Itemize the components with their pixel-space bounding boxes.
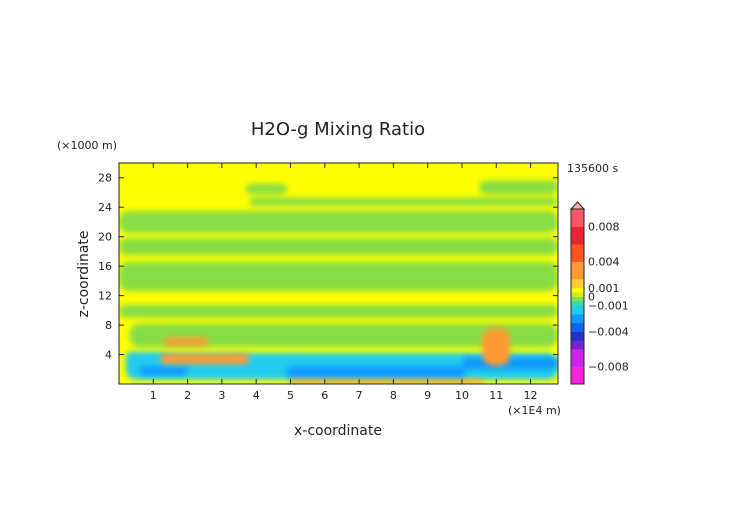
x-tick-label: 12 bbox=[524, 389, 538, 402]
green-band bbox=[119, 261, 558, 292]
colorbar-swatch bbox=[571, 362, 584, 367]
colorbar-swatch bbox=[571, 274, 584, 280]
colorbar-swatch bbox=[571, 353, 584, 359]
colorbar-swatch bbox=[571, 226, 584, 232]
colorbar-extend-arrow bbox=[569, 201, 586, 210]
plot-frame bbox=[118, 162, 559, 385]
x-tick-label: 2 bbox=[184, 389, 191, 402]
green-band bbox=[119, 304, 558, 318]
colorbar-swatch bbox=[571, 322, 584, 328]
colorbar-swatch bbox=[571, 222, 584, 227]
colorbar-swatch bbox=[571, 335, 584, 341]
colorbar-swatch bbox=[571, 314, 584, 319]
x-tick-label: 6 bbox=[321, 389, 328, 402]
colorbar-tick-label: −0.004 bbox=[588, 326, 629, 339]
colorbar-swatch bbox=[571, 370, 584, 376]
colorbar-swatch bbox=[571, 270, 584, 276]
orange-region-group bbox=[160, 328, 510, 384]
x-tick-label: 5 bbox=[287, 389, 294, 402]
y-axis: 4 8 12 16 20 24 28 bbox=[98, 172, 558, 362]
orange-region bbox=[290, 379, 483, 384]
x-axis: 1 2 3 4 5 6 7 8 9 10 11 12 bbox=[150, 163, 538, 402]
x-unit-label: (×1E4 m) bbox=[508, 404, 561, 417]
green-band bbox=[245, 183, 288, 194]
green-band bbox=[129, 323, 558, 348]
blue-region bbox=[461, 357, 558, 370]
colorbar-swatch bbox=[571, 287, 584, 293]
x-tick-label: 4 bbox=[253, 389, 260, 402]
orange-region bbox=[163, 337, 209, 346]
colorbar-tick-label: 0 bbox=[588, 291, 595, 304]
y-tick-label: 8 bbox=[105, 319, 112, 332]
green-band-group bbox=[119, 180, 558, 348]
time-label: 135600 s bbox=[567, 162, 618, 175]
colorbar-tick-label: −0.008 bbox=[588, 361, 629, 374]
colorbar-swatch bbox=[571, 296, 584, 302]
x-tick-label: 10 bbox=[455, 389, 469, 402]
colorbar-swatch bbox=[571, 257, 584, 262]
colorbar-swatch bbox=[571, 279, 584, 284]
y-tick-label: 20 bbox=[98, 231, 112, 244]
colorbar-swatch bbox=[571, 340, 584, 346]
y-tick-label: 12 bbox=[98, 290, 112, 303]
cyan-region bbox=[125, 351, 168, 362]
x-tick-label: 3 bbox=[218, 389, 225, 402]
colorbar-swatch bbox=[571, 379, 584, 385]
colorbar-tick-label: −0.001 bbox=[588, 299, 629, 312]
colorbar-swatch bbox=[571, 349, 584, 354]
x-axis-label: x-coordinate bbox=[294, 423, 382, 439]
colorbar-swatch bbox=[571, 305, 584, 311]
green-band bbox=[249, 197, 558, 206]
colorbar-swatch bbox=[571, 213, 584, 219]
colorbar-swatch bbox=[571, 261, 584, 267]
colorbar-swatch bbox=[571, 331, 584, 337]
x-tick-label: 9 bbox=[424, 389, 431, 402]
colorbar-swatch bbox=[571, 300, 584, 306]
colorbar-swatch bbox=[571, 239, 584, 245]
colorbar-swatch bbox=[571, 357, 584, 363]
colorbar-tick-label: 0.001 bbox=[588, 282, 620, 295]
y-unit-label: (×1000 m) bbox=[57, 139, 117, 152]
chart-title: H2O-g Mixing Ratio bbox=[251, 119, 425, 140]
colorbar-swatch bbox=[571, 252, 584, 258]
colorbar-swatch bbox=[571, 209, 584, 214]
x-tick-label: 1 bbox=[150, 389, 157, 402]
colorbar-tick-label: 0.008 bbox=[588, 221, 620, 234]
orange-region bbox=[160, 353, 250, 365]
colorbar-swatch bbox=[571, 217, 584, 223]
colorbar-swatch bbox=[571, 327, 584, 332]
blue-region bbox=[139, 366, 188, 376]
green-band bbox=[119, 210, 558, 233]
y-tick-label: 16 bbox=[98, 260, 112, 273]
colorbar-swatch bbox=[571, 283, 584, 289]
y-tick-label: 4 bbox=[105, 349, 112, 362]
colorbar-tick-label: 0.004 bbox=[588, 256, 620, 269]
colorbar-swatch bbox=[571, 230, 584, 236]
orange-region bbox=[482, 328, 510, 366]
x-tick-label: 11 bbox=[489, 389, 503, 402]
contour-field bbox=[119, 163, 558, 384]
y-tick-label: 28 bbox=[98, 172, 112, 185]
colorbar-swatch bbox=[571, 292, 584, 297]
blue-region bbox=[287, 366, 466, 379]
colorbar-swatch bbox=[571, 248, 584, 254]
colorbar-swatch bbox=[571, 265, 584, 271]
colorbar-swatch bbox=[571, 366, 584, 372]
colorbar-swatch bbox=[571, 318, 584, 324]
y-axis-label: z-coordinate bbox=[76, 230, 92, 317]
colorbar-swatch bbox=[571, 344, 584, 350]
colorbar-swatch bbox=[571, 375, 584, 381]
colorbar-swatch bbox=[571, 235, 584, 241]
colorbar-swatch bbox=[571, 244, 584, 249]
colorbar-swatch bbox=[571, 309, 584, 315]
green-band bbox=[119, 238, 558, 256]
x-tick-label: 8 bbox=[390, 389, 397, 402]
green-band bbox=[479, 180, 558, 194]
y-tick-label: 24 bbox=[98, 201, 112, 214]
x-tick-label: 7 bbox=[356, 389, 363, 402]
